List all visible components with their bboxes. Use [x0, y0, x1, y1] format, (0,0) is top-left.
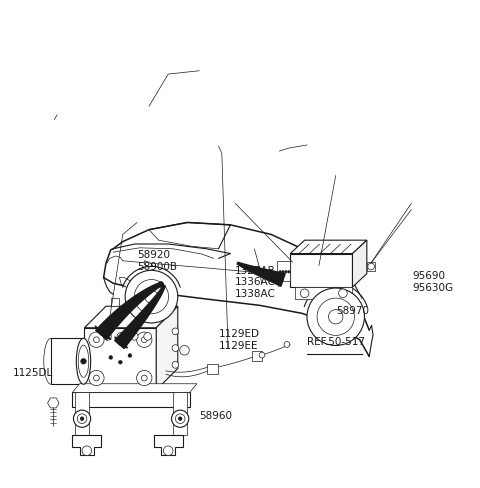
Polygon shape	[295, 287, 352, 299]
Text: 1327AB
1336AC
1338AC: 1327AB 1336AC 1338AC	[235, 265, 276, 299]
Circle shape	[109, 356, 113, 359]
Polygon shape	[72, 392, 190, 407]
Circle shape	[163, 446, 173, 455]
Polygon shape	[367, 262, 375, 271]
Polygon shape	[128, 298, 136, 306]
Polygon shape	[111, 298, 120, 306]
Polygon shape	[95, 326, 111, 339]
Circle shape	[134, 280, 168, 314]
Bar	[252, 351, 262, 361]
Text: 1129ED
1129EE: 1129ED 1129EE	[218, 329, 260, 350]
Circle shape	[89, 332, 104, 347]
Circle shape	[137, 332, 152, 347]
Ellipse shape	[76, 338, 91, 384]
Circle shape	[94, 337, 99, 343]
Circle shape	[284, 342, 290, 347]
Circle shape	[145, 290, 158, 303]
Circle shape	[128, 354, 132, 357]
Polygon shape	[96, 282, 163, 340]
Polygon shape	[278, 272, 283, 286]
Polygon shape	[352, 240, 367, 287]
Polygon shape	[277, 261, 290, 281]
Circle shape	[119, 360, 122, 364]
Circle shape	[104, 332, 111, 340]
Circle shape	[144, 332, 152, 340]
Circle shape	[368, 263, 374, 270]
Circle shape	[328, 309, 343, 324]
Circle shape	[259, 352, 265, 358]
Circle shape	[285, 271, 287, 273]
Text: 58920
58900B: 58920 58900B	[137, 250, 177, 271]
Circle shape	[142, 375, 147, 381]
Polygon shape	[72, 384, 197, 392]
Polygon shape	[84, 306, 178, 328]
Circle shape	[180, 346, 189, 355]
Polygon shape	[115, 285, 165, 348]
Text: 95690
95630G: 95690 95630G	[412, 271, 454, 293]
Polygon shape	[84, 328, 156, 390]
Circle shape	[77, 414, 87, 424]
Polygon shape	[156, 306, 178, 390]
Ellipse shape	[78, 345, 89, 377]
Polygon shape	[290, 240, 367, 254]
Text: 58970: 58970	[336, 306, 369, 316]
Polygon shape	[158, 298, 167, 306]
Circle shape	[158, 282, 164, 287]
Circle shape	[282, 271, 284, 273]
Circle shape	[307, 288, 364, 346]
Circle shape	[172, 345, 179, 351]
Bar	[207, 364, 218, 374]
Polygon shape	[290, 254, 352, 287]
Circle shape	[89, 370, 104, 386]
Circle shape	[171, 410, 189, 427]
Circle shape	[81, 358, 86, 364]
Circle shape	[82, 446, 92, 455]
Circle shape	[172, 328, 179, 335]
Text: REF.50-517: REF.50-517	[307, 337, 365, 347]
Polygon shape	[173, 392, 187, 435]
Polygon shape	[237, 262, 285, 286]
Polygon shape	[120, 278, 134, 288]
Circle shape	[279, 271, 281, 273]
Circle shape	[338, 289, 347, 298]
Circle shape	[317, 298, 354, 335]
Polygon shape	[72, 435, 101, 455]
Circle shape	[73, 410, 91, 427]
Ellipse shape	[44, 338, 58, 384]
Circle shape	[125, 270, 178, 323]
Polygon shape	[154, 435, 182, 455]
Text: 1125DL: 1125DL	[12, 368, 53, 378]
Polygon shape	[115, 337, 128, 348]
Circle shape	[117, 332, 125, 340]
Circle shape	[142, 337, 147, 343]
Circle shape	[80, 417, 84, 421]
Polygon shape	[144, 261, 153, 267]
Circle shape	[178, 417, 182, 421]
Circle shape	[300, 289, 309, 298]
Circle shape	[137, 370, 152, 386]
Circle shape	[131, 332, 138, 340]
Polygon shape	[144, 298, 153, 306]
Polygon shape	[48, 398, 59, 408]
Circle shape	[172, 362, 179, 368]
Text: 58960: 58960	[199, 411, 232, 421]
Circle shape	[94, 375, 99, 381]
Polygon shape	[51, 338, 84, 384]
Circle shape	[175, 414, 185, 424]
Polygon shape	[75, 392, 89, 435]
Circle shape	[288, 271, 290, 273]
